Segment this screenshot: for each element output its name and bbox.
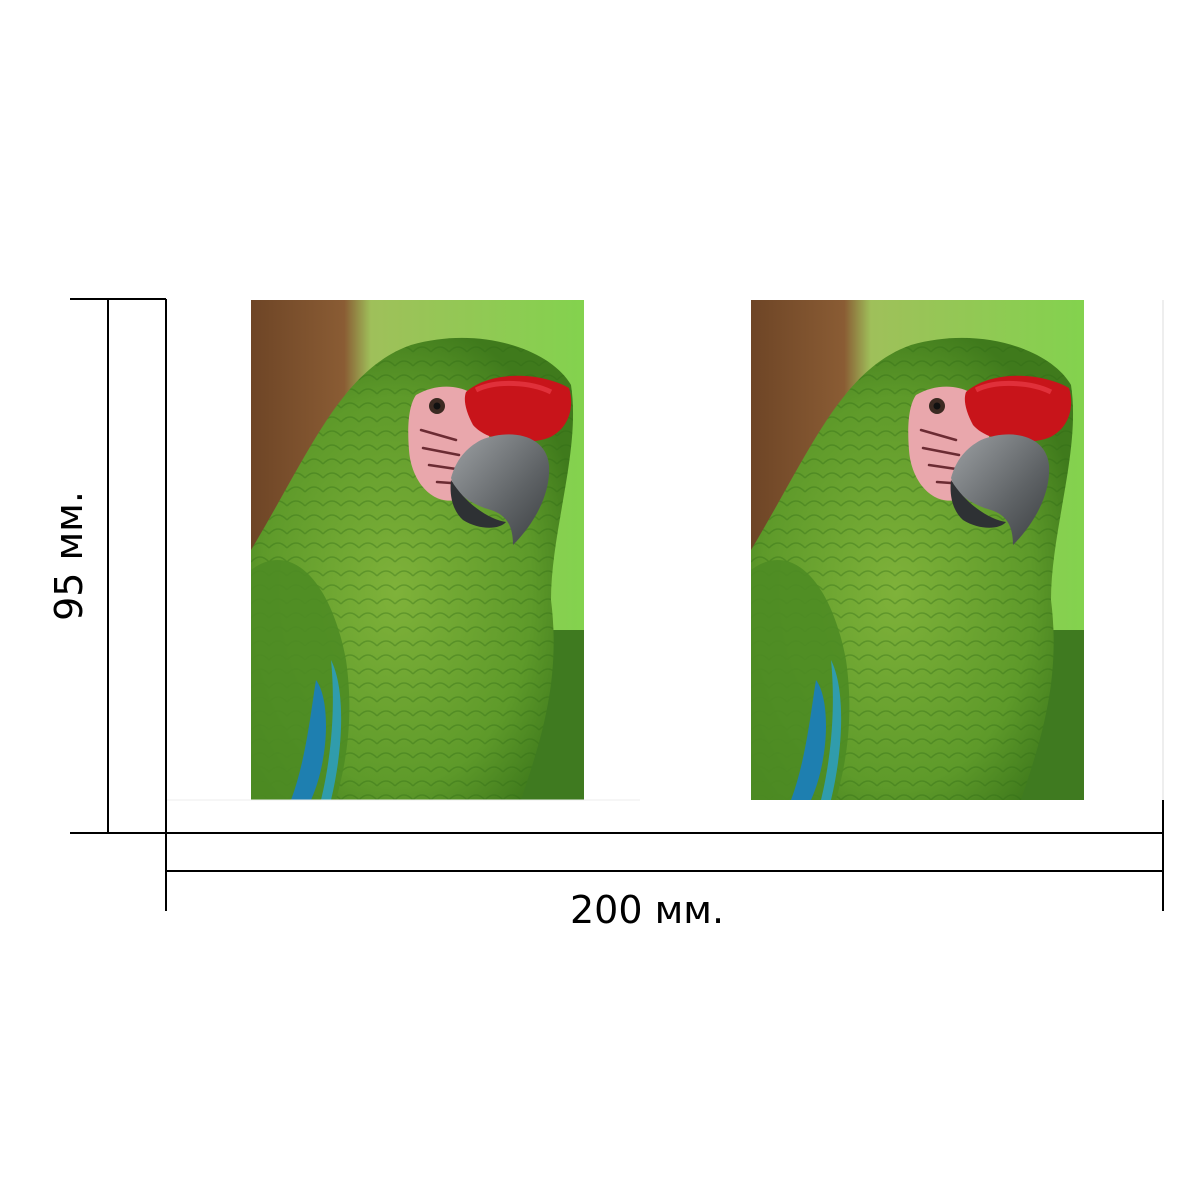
photo-right xyxy=(751,300,1084,800)
height-dimension xyxy=(70,298,167,834)
photo-left xyxy=(251,300,584,800)
width-dimension xyxy=(165,800,1164,911)
height-label: 95 мм. xyxy=(47,491,91,621)
width-label: 200 мм. xyxy=(570,888,725,932)
